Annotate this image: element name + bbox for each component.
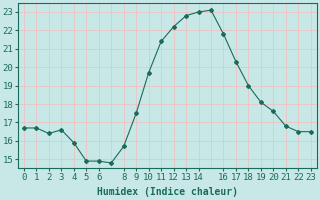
X-axis label: Humidex (Indice chaleur): Humidex (Indice chaleur) xyxy=(97,187,238,197)
